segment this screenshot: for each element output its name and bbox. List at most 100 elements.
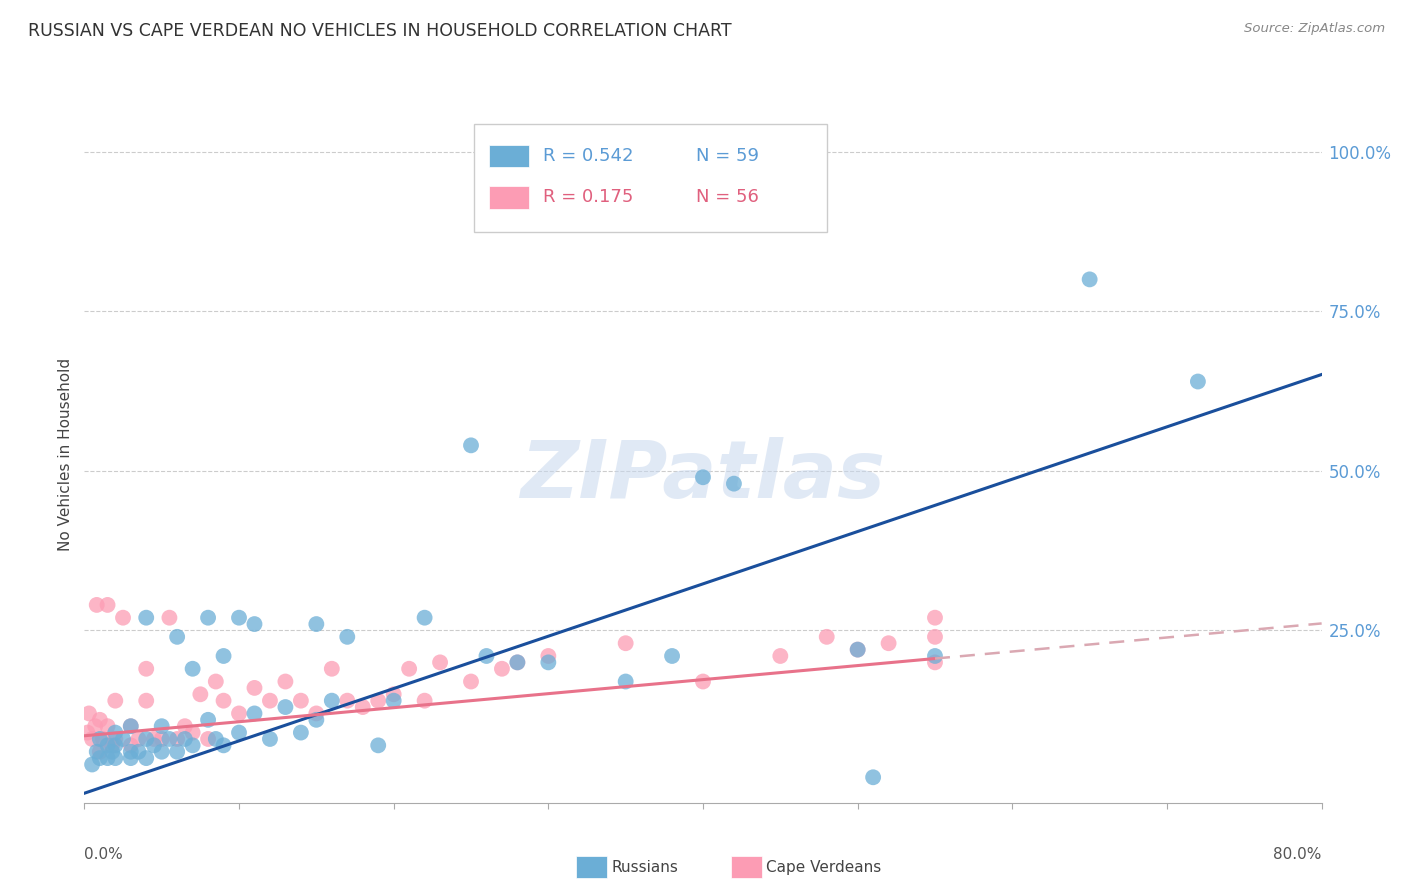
Point [159,610,181,624]
Point [243,706,266,721]
Point [506,656,529,670]
Point [460,438,482,452]
Point [166,630,188,644]
Point [336,694,359,708]
Point [321,694,343,708]
Y-axis label: No Vehicles in Household: No Vehicles in Household [58,359,73,551]
Point [205,674,228,689]
Point [120,719,142,733]
Point [181,662,204,676]
Point [104,725,127,739]
Point [661,648,683,663]
Point [97,739,120,753]
Point [212,694,235,708]
Point [924,648,946,663]
Point [367,739,389,753]
Point [382,694,405,708]
Point [89,731,111,746]
Point [212,648,235,663]
Text: Cape Verdeans: Cape Verdeans [766,860,882,874]
Point [692,470,714,484]
Point [104,751,127,765]
Point [228,610,250,624]
Point [188,687,212,701]
Text: N = 56: N = 56 [696,188,758,206]
Point [112,610,135,624]
Point [89,713,111,727]
Point [120,751,142,765]
Point [862,770,884,784]
Text: 0.0%: 0.0% [84,847,124,863]
Point [321,662,343,676]
Point [197,713,219,727]
Point [143,739,166,753]
Point [135,662,157,676]
Point [290,694,312,708]
Point [174,719,197,733]
Point [815,630,838,644]
Point [135,694,157,708]
Point [82,757,104,772]
Point [413,610,436,624]
Point [104,739,127,753]
Point [101,739,124,753]
Point [150,719,173,733]
Point [181,739,204,753]
Text: ZIPatlas: ZIPatlas [520,437,886,515]
Point [290,725,312,739]
Point [398,662,420,676]
Point [120,739,142,753]
Point [769,648,792,663]
Point [274,700,297,714]
Point [924,630,946,644]
Point [228,725,250,739]
Point [97,719,120,733]
Point [174,731,197,746]
Point [159,731,181,746]
Point [120,719,142,733]
Point [614,674,637,689]
Point [924,610,946,624]
Text: 80.0%: 80.0% [1274,847,1322,863]
Point [723,476,745,491]
Point [143,731,166,746]
Point [135,731,157,746]
Point [86,745,108,759]
Point [77,706,100,721]
Point [181,725,204,739]
Point [104,694,127,708]
Point [846,642,869,657]
Point [305,706,328,721]
Point [243,681,266,695]
Point [1187,375,1209,389]
Point [166,731,188,746]
Text: Russians: Russians [612,860,679,874]
Point [205,731,228,746]
Point [197,610,219,624]
Point [243,617,266,632]
Point [150,731,173,746]
Point [97,598,120,612]
Point [537,656,560,670]
Point [259,731,281,746]
Point [86,598,108,612]
Point [846,642,869,657]
Point [692,674,714,689]
Point [112,731,135,746]
Point [336,630,359,644]
Text: RUSSIAN VS CAPE VERDEAN NO VEHICLES IN HOUSEHOLD CORRELATION CHART: RUSSIAN VS CAPE VERDEAN NO VEHICLES IN H… [28,22,731,40]
Point [537,648,560,663]
Point [228,706,250,721]
Text: R = 0.175: R = 0.175 [543,188,634,206]
Point [166,745,188,759]
Point [135,610,157,624]
Point [924,656,946,670]
Point [197,731,219,746]
Point [506,656,529,670]
Text: Source: ZipAtlas.com: Source: ZipAtlas.com [1244,22,1385,36]
Point [120,745,142,759]
Point [305,713,328,727]
Point [128,745,150,759]
Point [97,751,120,765]
Text: N = 59: N = 59 [696,147,759,165]
